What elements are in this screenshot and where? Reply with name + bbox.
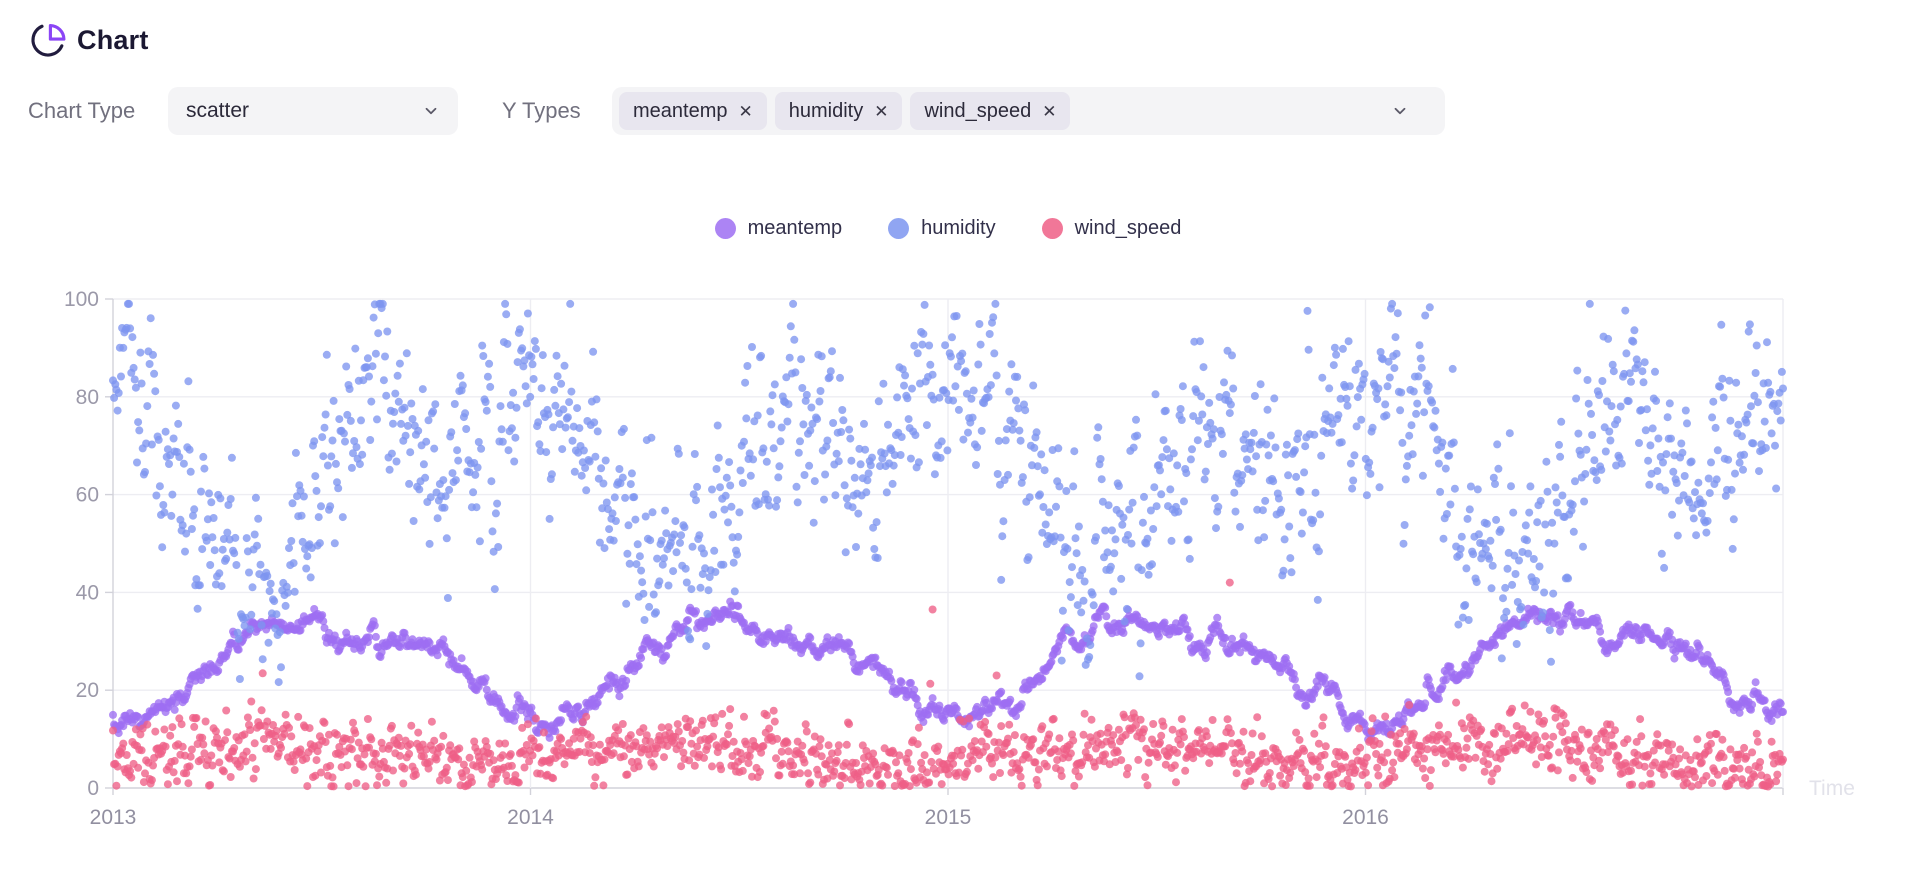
page-title: Chart — [77, 24, 149, 55]
series-wind_speed — [109, 578, 1787, 791]
remove-tag-icon[interactable]: ✕ — [874, 101, 889, 121]
y-type-tag-list: meantemp ✕ humidity ✕ wind_speed ✕ — [619, 92, 1071, 130]
axis-labels: 0 20 40 60 80 100 2013 2014 2015 2016 Time — [64, 288, 1855, 829]
scatter-chart: 0 20 40 60 80 100 2013 2014 2015 2016 Time — [64, 288, 1855, 829]
y-type-tag-label: meantemp — [633, 99, 728, 122]
x-tick-label: 2016 — [1342, 806, 1389, 829]
page-header: Chart — [30, 22, 149, 58]
remove-tag-icon[interactable]: ✕ — [738, 101, 753, 121]
remove-tag-icon[interactable]: ✕ — [1042, 101, 1057, 121]
x-tick-label: 2013 — [90, 806, 137, 829]
y-type-tag[interactable]: meantemp ✕ — [619, 92, 767, 130]
legend-dot — [1041, 218, 1063, 239]
y-type-tag[interactable]: humidity ✕ — [774, 92, 903, 130]
y-tick-label: 80 — [76, 386, 99, 409]
chevron-down-icon[interactable] — [422, 102, 440, 120]
legend-item[interactable]: meantemp — [714, 217, 843, 240]
series-humidity — [109, 299, 1787, 687]
legend-item[interactable]: wind_speed — [1041, 217, 1182, 240]
chart-type-value: scatter — [186, 99, 250, 122]
chart-type-select[interactable]: scatter — [168, 87, 458, 135]
chart-type-label: Chart Type — [28, 98, 136, 123]
y-types-select[interactable]: meantemp ✕ humidity ✕ wind_speed ✕ — [612, 87, 1445, 135]
y-tick-label: 60 — [76, 484, 99, 507]
chevron-down-icon[interactable] — [1391, 102, 1409, 120]
y-type-tag-label: humidity — [788, 99, 864, 122]
y-tick-label: 0 — [87, 777, 99, 800]
x-tick-label: 2014 — [507, 806, 554, 829]
y-tick-label: 20 — [76, 679, 99, 702]
y-tick-label: 100 — [64, 288, 99, 311]
legend-dot — [888, 218, 910, 239]
series-meantemp — [109, 597, 1787, 744]
x-axis-title: Time — [1809, 777, 1855, 800]
legend-item[interactable]: humidity — [888, 217, 996, 240]
chart-legend: meantemp humidity wind_speed — [113, 217, 1783, 240]
pie-chart-icon — [31, 24, 66, 57]
legend-dot — [714, 218, 736, 239]
y-types-label: Y Types — [502, 98, 581, 123]
y-tick-label: 40 — [76, 581, 99, 604]
legend-label: wind_speed — [1074, 217, 1182, 239]
legend-label: humidity — [921, 217, 996, 239]
y-type-tag-label: wind_speed — [924, 99, 1032, 122]
legend-label: meantemp — [747, 217, 843, 239]
x-tick-label: 2015 — [925, 806, 972, 829]
y-type-tag[interactable]: wind_speed ✕ — [910, 92, 1071, 130]
